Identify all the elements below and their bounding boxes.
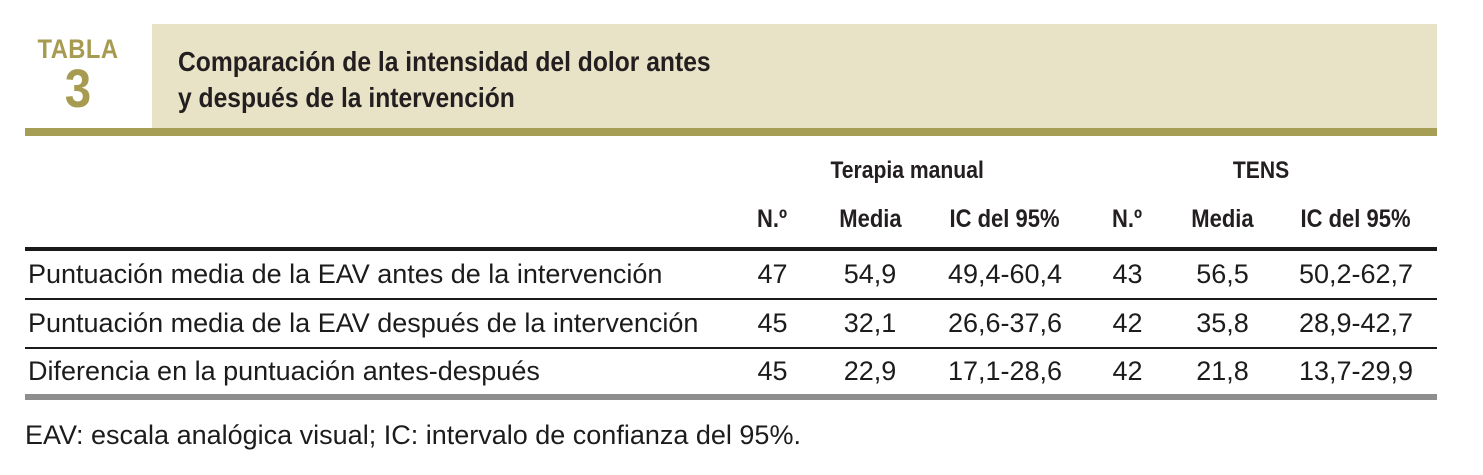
cell-tm-n: 45	[757, 308, 788, 338]
cell-tens-ic: 13,7-29,9	[1298, 356, 1414, 386]
cell-tm-ic: 17,1-28,6	[947, 356, 1063, 386]
table-row: Puntuación media de la EAV antes de la i…	[25, 251, 1437, 300]
cell-tens-media: 21,8	[1196, 356, 1249, 386]
sub-header-tm-ic: IC del 95%	[949, 205, 1061, 233]
sub-header-tens-ic: IC del 95%	[1300, 205, 1412, 233]
sub-header-tm-media: Media	[838, 205, 902, 233]
group-header-terapia-manual: Terapia manual	[830, 157, 985, 184]
table-row: Puntuación media de la EAV después de la…	[25, 300, 1437, 349]
row-label: Puntuación media de la EAV antes de la i…	[28, 259, 663, 289]
row-label: Diferencia en la puntuación antes-despué…	[28, 356, 540, 386]
cell-tm-ic: 26,6-37,6	[947, 308, 1063, 338]
table-number-label: TABLA 3	[28, 34, 128, 119]
figure-title-line1: Comparación de la intensidad del dolor a…	[178, 46, 711, 77]
row-label: Puntuación media de la EAV después de la…	[28, 308, 699, 338]
cell-tens-media: 56,5	[1196, 259, 1249, 289]
cell-tm-n: 45	[757, 356, 788, 386]
cell-tens-media: 35,8	[1196, 308, 1249, 338]
cell-tens-n: 42	[1112, 356, 1143, 386]
title-band: Comparación de la intensidad del dolor a…	[152, 24, 1437, 128]
data-table: Terapia manual TENS N.º Media IC del 95%…	[25, 150, 1437, 400]
cell-tens-n: 42	[1112, 308, 1143, 338]
figure-title-line2: y después de la intervención	[178, 82, 515, 113]
sub-header-spacer	[25, 192, 730, 247]
table-footnote: EAV: escala analógica visual; IC: interv…	[25, 420, 801, 450]
table-label-word: TABLA	[37, 34, 119, 64]
cell-tens-ic: 28,9-42,7	[1298, 308, 1414, 338]
figure-title: Comparación de la intensidad del dolor a…	[178, 44, 783, 116]
group-header-row: Terapia manual TENS	[25, 150, 1437, 192]
sub-header-tm-n: N.º	[757, 205, 788, 233]
cell-tm-ic: 49,4-60,4	[947, 259, 1063, 289]
header-accent-bar	[25, 128, 1437, 136]
sub-header-tens-media: Media	[1191, 205, 1254, 233]
group-header-tens: TENS	[1232, 157, 1290, 184]
cell-tens-ic: 50,2-62,7	[1298, 259, 1414, 289]
sub-header-row: N.º Media IC del 95% N.º Media IC del 95…	[25, 192, 1437, 251]
cell-tm-media: 22,9	[843, 356, 897, 386]
sub-header-tens-n: N.º	[1112, 205, 1143, 233]
group-header-spacer	[25, 150, 730, 192]
table-row: Diferencia en la puntuación antes-despué…	[25, 349, 1437, 394]
table-label-number: 3	[64, 59, 92, 119]
cell-tm-media: 54,9	[843, 259, 897, 289]
cell-tens-n: 43	[1112, 259, 1143, 289]
cell-tm-n: 47	[757, 259, 788, 289]
cell-tm-media: 32,1	[843, 308, 897, 338]
table-bottom-rule	[25, 394, 1437, 400]
